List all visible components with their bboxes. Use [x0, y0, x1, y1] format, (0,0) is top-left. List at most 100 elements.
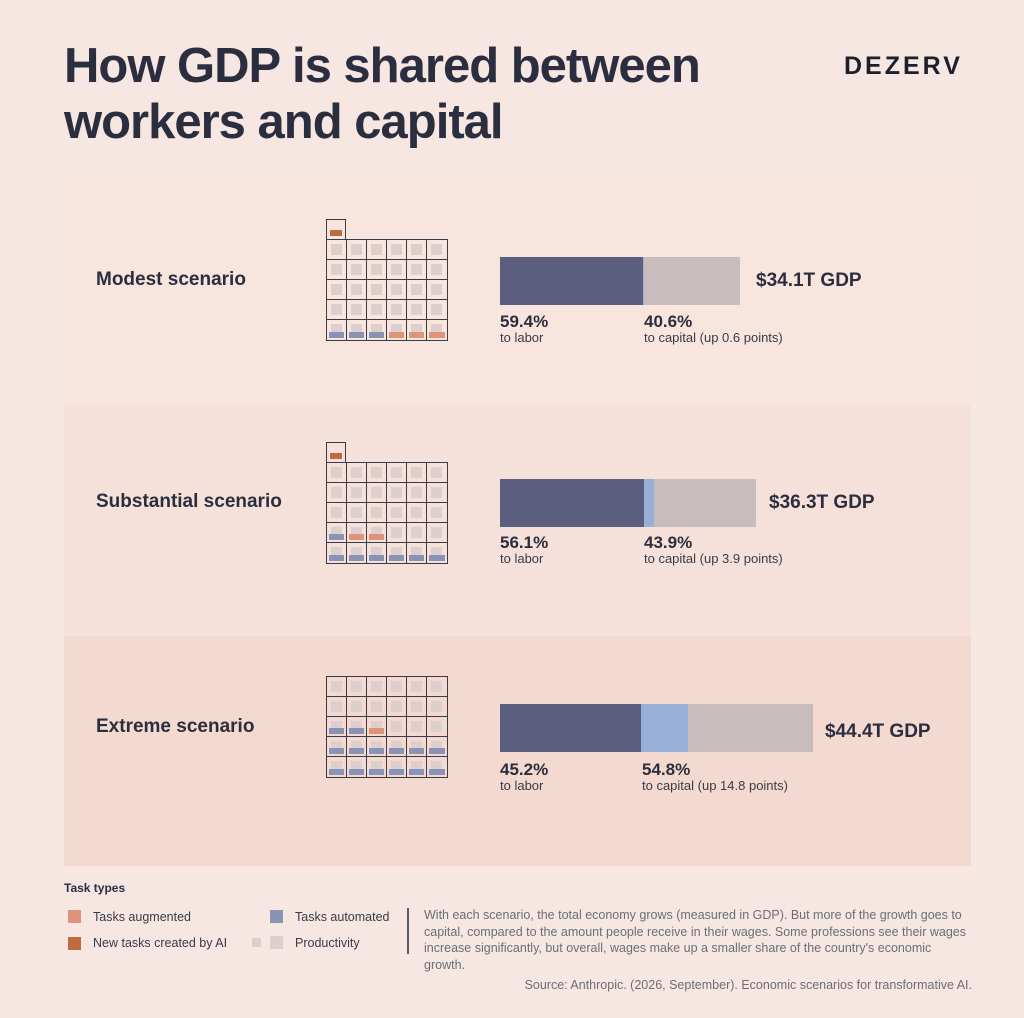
productivity-mark	[431, 721, 442, 732]
task-cell	[387, 240, 407, 260]
productivity-mark	[371, 264, 382, 275]
task-cell	[347, 260, 367, 280]
augmented-task-mark	[369, 534, 384, 540]
task-cell	[327, 677, 347, 697]
task-cell	[387, 737, 407, 757]
task-cell	[427, 697, 447, 717]
task-cell	[427, 717, 447, 737]
productivity-mark	[391, 681, 402, 692]
scenario-panel-extreme: Extreme scenario $44.4T GDP 45.2% to lab…	[64, 636, 971, 866]
task-cell	[347, 523, 367, 543]
new-task-mark	[330, 453, 342, 459]
task-cell	[327, 543, 347, 563]
task-cell	[427, 503, 447, 523]
productivity-mark	[351, 244, 362, 255]
productivity-mark	[331, 701, 342, 712]
task-cell	[367, 737, 387, 757]
task-cell	[347, 503, 367, 523]
task-cell	[327, 737, 347, 757]
gdp-label: $44.4T GDP	[825, 721, 931, 742]
capital-increase-segment	[642, 257, 645, 305]
task-cell	[327, 757, 347, 777]
productivity-mark	[351, 527, 362, 538]
scenario-name: Modest scenario	[96, 269, 246, 290]
task-cell	[327, 697, 347, 717]
legend-label-productivity: Productivity	[295, 936, 360, 950]
automated-task-mark	[329, 555, 344, 561]
task-cell	[367, 697, 387, 717]
task-cell	[347, 320, 367, 340]
task-cell	[407, 300, 427, 320]
productivity-mark	[371, 507, 382, 518]
productivity-mark	[371, 547, 382, 558]
task-cell	[407, 677, 427, 697]
task-cell	[427, 280, 447, 300]
productivity-mark	[411, 701, 422, 712]
task-cell	[367, 717, 387, 737]
productivity-mark	[431, 264, 442, 275]
task-cell	[367, 463, 387, 483]
productivity-mark	[331, 467, 342, 478]
productivity-mark	[331, 304, 342, 315]
task-cell	[407, 483, 427, 503]
gdp-label: $36.3T GDP	[769, 492, 875, 513]
new-task-cell	[326, 219, 346, 239]
task-cell	[327, 523, 347, 543]
capital-share-segment	[644, 257, 741, 305]
task-cell	[407, 240, 427, 260]
productivity-mark	[331, 507, 342, 518]
productivity-mark	[371, 324, 382, 335]
productivity-mark	[411, 467, 422, 478]
task-cell	[367, 757, 387, 777]
automated-task-mark	[349, 332, 364, 338]
productivity-mark	[331, 244, 342, 255]
task-cell	[347, 757, 367, 777]
productivity-mark	[411, 741, 422, 752]
productivity-mark	[431, 741, 442, 752]
task-cell	[427, 757, 447, 777]
productivity-mark	[391, 547, 402, 558]
task-cell	[327, 463, 347, 483]
task-cell	[347, 300, 367, 320]
task-cell	[407, 737, 427, 757]
labor-share-caption: to labor	[500, 330, 544, 345]
automated-task-mark	[369, 748, 384, 754]
automated-task-mark	[349, 555, 364, 561]
task-cell	[427, 300, 447, 320]
task-cell	[347, 280, 367, 300]
capital-increase-segment	[641, 704, 688, 752]
automated-task-mark	[429, 769, 445, 775]
automated-task-mark	[329, 769, 344, 775]
task-cell	[327, 503, 347, 523]
task-cell	[387, 697, 407, 717]
automated-task-mark	[329, 728, 344, 734]
capital-share-value: 54.8%	[642, 760, 691, 779]
task-cell	[347, 483, 367, 503]
productivity-mark	[351, 467, 362, 478]
capital-share-segment	[687, 704, 813, 752]
productivity-mark	[431, 701, 442, 712]
task-grid-cells	[326, 239, 448, 341]
task-cell	[407, 503, 427, 523]
productivity-mark	[371, 701, 382, 712]
capital-share-caption: to capital (up 14.8 points)	[642, 778, 788, 793]
task-cell	[387, 717, 407, 737]
explanatory-note: With each scenario, the total economy gr…	[424, 908, 966, 972]
task-cell	[427, 260, 447, 280]
productivity-mark	[351, 547, 362, 558]
productivity-mark	[331, 741, 342, 752]
task-cell	[407, 757, 427, 777]
productivity-mark	[331, 324, 342, 335]
task-cell	[407, 260, 427, 280]
task-cell	[367, 523, 387, 543]
augmented-task-mark	[409, 332, 424, 338]
productivity-mark	[391, 467, 402, 478]
task-cell	[407, 280, 427, 300]
productivity-mark	[391, 507, 402, 518]
task-cell	[387, 677, 407, 697]
productivity-mark	[331, 681, 342, 692]
task-cell	[347, 697, 367, 717]
productivity-mark	[371, 741, 382, 752]
productivity-mark	[431, 507, 442, 518]
task-cell	[387, 280, 407, 300]
